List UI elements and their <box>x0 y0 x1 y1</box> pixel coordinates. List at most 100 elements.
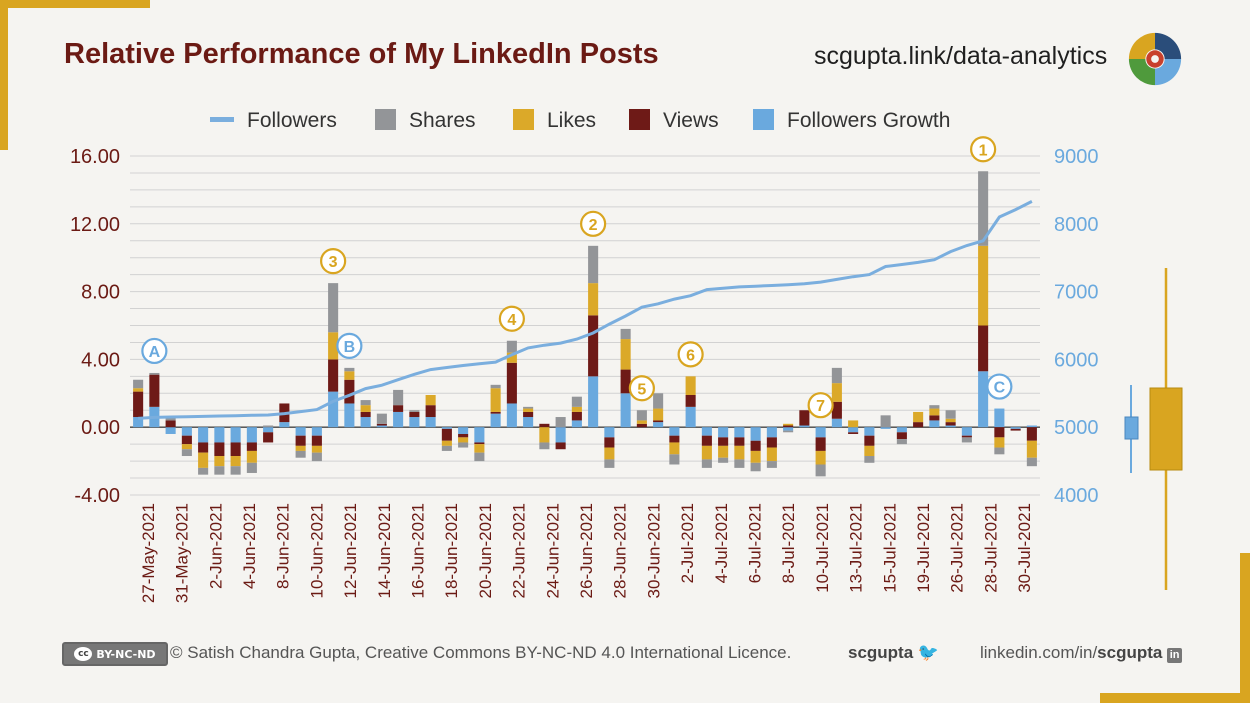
annotation-circle <box>677 341 704 368</box>
bar-shares <box>929 405 940 409</box>
y-left-tick-label: 4.00 <box>81 349 120 371</box>
bar-followers-growth <box>214 427 225 443</box>
bar-views <box>864 435 875 446</box>
linkedin-link[interactable]: linkedin.com/in/scgupta in <box>980 643 1183 663</box>
bar-views <box>263 432 274 443</box>
bar-shares <box>133 379 144 389</box>
annotation-label: 3 <box>329 254 338 271</box>
x-tick-label: 10-Jun-2021 <box>307 503 326 598</box>
bar-followers-growth <box>458 427 469 434</box>
bar-views <box>376 423 387 426</box>
twitter-handle-text: scgupta <box>848 643 914 662</box>
x-tick-label: 8-Jun-2021 <box>274 503 293 589</box>
bar-shares <box>458 442 469 448</box>
x-tick-label: 19-Jul-2021 <box>914 503 933 593</box>
bar-likes <box>636 420 647 424</box>
bar-views <box>506 362 517 404</box>
bar-views <box>653 420 664 423</box>
annotation-label: 1 <box>979 142 988 159</box>
bar-views <box>636 423 647 428</box>
bar-followers-growth <box>409 417 420 428</box>
bar-views <box>620 369 631 394</box>
bar-likes <box>181 444 192 450</box>
annotation-label: C <box>994 380 1006 397</box>
bar-followers-growth <box>685 406 696 428</box>
boxplot-large-box <box>1149 387 1183 471</box>
bar-followers-growth <box>133 417 144 428</box>
bar-shares <box>701 459 712 468</box>
x-tick-label: 4-Jun-2021 <box>240 503 259 589</box>
x-tick-label: 28-Jul-2021 <box>981 503 1000 593</box>
x-tick-label: 31-May-2021 <box>173 503 192 603</box>
bar-views <box>961 435 972 438</box>
bar-views <box>945 422 956 426</box>
bar-likes <box>864 445 875 457</box>
bar-views <box>295 435 306 446</box>
corner-accent-bottom-bar <box>1100 693 1250 703</box>
x-tick-label: 26-Jun-2021 <box>577 503 596 598</box>
annotation-circle <box>986 373 1013 400</box>
bar-likes <box>441 440 452 446</box>
bar-followers-growth <box>978 371 989 428</box>
bar-followers-growth <box>165 427 176 434</box>
bar-views <box>1010 428 1021 431</box>
bar-followers-growth <box>604 427 615 438</box>
twitter-handle[interactable]: scgupta 🐦 <box>848 643 939 663</box>
bar-shares <box>441 445 452 451</box>
bar-likes <box>620 339 631 370</box>
bar-followers-growth <box>848 427 859 433</box>
bar-views <box>766 437 777 448</box>
bar-likes <box>571 406 582 412</box>
bar-followers-growth <box>718 427 729 438</box>
bar-likes <box>604 447 615 460</box>
x-tick-label: 22-Jun-2021 <box>510 503 529 598</box>
bar-likes <box>133 388 144 392</box>
bar-likes <box>978 245 989 326</box>
bar-likes <box>588 283 599 316</box>
x-tick-label: 30-Jul-2021 <box>1015 503 1034 593</box>
annotation-circle <box>807 392 834 419</box>
bar-shares <box>263 425 274 428</box>
cc-license-badge: cc BY-NC-ND <box>62 642 168 666</box>
bar-likes <box>669 442 680 455</box>
bar-followers-growth <box>246 427 257 443</box>
annotations: A B C 1 2 3 4 5 6 7 <box>141 136 1013 419</box>
bar-followers-growth <box>425 417 436 428</box>
bar-likes <box>685 376 696 395</box>
annotation-circle <box>320 248 347 275</box>
bar-shares <box>588 245 599 284</box>
bar-likes <box>523 408 534 412</box>
bar-likes <box>783 423 794 426</box>
bar-shares <box>328 283 339 333</box>
bar-shares <box>945 410 956 419</box>
x-tick-label: 14-Jun-2021 <box>375 503 394 598</box>
legend-label: Followers <box>247 109 337 132</box>
bar-shares <box>896 439 907 445</box>
x-tick-label: 18-Jun-2021 <box>442 503 461 598</box>
bar-shares <box>376 413 387 424</box>
bar-views <box>149 374 160 407</box>
bar-views <box>360 411 371 418</box>
bar-likes <box>425 394 436 406</box>
bar-shares <box>490 384 501 389</box>
axes: -4.00 0.00 4.00 8.00 12.00 16.00 4000 5000 6000 7… <box>70 146 1099 603</box>
bar-series <box>133 171 1037 477</box>
bar-followers-growth <box>393 411 404 428</box>
bar-shares <box>1026 457 1037 467</box>
bar-followers-growth <box>994 408 1005 428</box>
y-left-tick-label: 0.00 <box>81 417 120 439</box>
bar-likes <box>701 445 712 460</box>
bar-likes <box>848 420 859 428</box>
bar-views <box>913 422 924 428</box>
x-tick-label: 8-Jul-2021 <box>779 503 798 583</box>
bar-views <box>978 325 989 372</box>
y-right-tick-label: 8000 <box>1054 214 1099 236</box>
bar-likes <box>344 371 355 380</box>
y-left-tick-label: 16.00 <box>70 146 120 168</box>
bar-shares <box>718 457 729 463</box>
bar-followers-growth <box>815 427 826 438</box>
bar-views <box>344 379 355 404</box>
website-link[interactable]: scgupta.link/data-analytics <box>814 42 1108 70</box>
x-tick-label: 28-Jun-2021 <box>611 503 630 598</box>
x-tick-label: 2-Jul-2021 <box>678 503 697 583</box>
